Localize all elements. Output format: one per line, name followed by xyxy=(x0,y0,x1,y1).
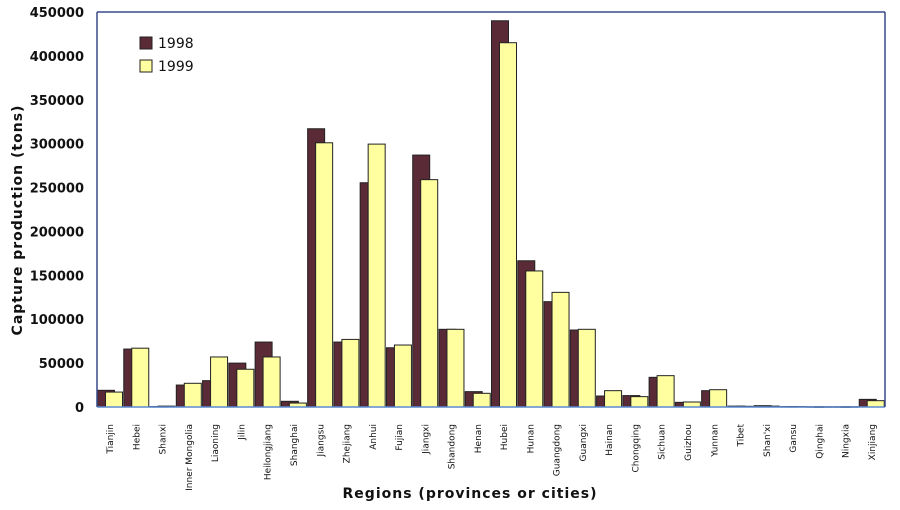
x-tick-label: Shanghai xyxy=(290,424,300,466)
bar-1999-fujian xyxy=(393,344,412,408)
bar-1999-jiangxi xyxy=(420,179,439,408)
x-tick-label: Qinghai xyxy=(815,424,825,459)
bar-1999-chongqing xyxy=(630,396,649,408)
x-tick-label: Liaoning xyxy=(211,424,221,462)
bar-1999-guangxi xyxy=(577,328,596,408)
x-tick-label: Guizhou xyxy=(684,424,694,461)
bar-1999-hebei xyxy=(131,347,150,408)
x-tick-label: Hainan xyxy=(605,424,615,456)
x-axis-title: Regions (provinces or cities) xyxy=(343,486,598,502)
bar-1999-jiangsu xyxy=(315,142,334,408)
x-tick-label: Jilin xyxy=(237,424,247,441)
y-axis-title: Capture production (tons) xyxy=(10,105,26,336)
y-tick-label: 350000 xyxy=(30,94,84,109)
x-tick-label: Tibet xyxy=(737,424,747,448)
bar-1999-heilongjiang xyxy=(262,356,281,408)
x-tick-label: Hebei xyxy=(132,424,142,450)
bar-1999-inner-mongolia xyxy=(183,382,202,408)
y-tick-label: 300000 xyxy=(30,138,84,153)
x-tick-label: Gansu xyxy=(789,424,799,453)
x-tick-label: Hubei xyxy=(500,424,510,450)
legend-swatch-1998 xyxy=(139,36,153,50)
x-tick-label: Inner Mongolia xyxy=(185,424,195,491)
bar-1999-hainan xyxy=(604,390,623,408)
x-tick-label: Heilongjiang xyxy=(264,424,274,480)
x-tick-label: Tianjin xyxy=(106,424,116,455)
legend-swatch-1999 xyxy=(139,59,153,73)
bar-1999-sichuan xyxy=(656,375,675,408)
bar-1999-guizhou xyxy=(682,401,701,408)
legend-label-1998: 1998 xyxy=(158,36,194,52)
x-tick-label: Zhejiang xyxy=(343,424,353,463)
y-tick-label: 150000 xyxy=(30,269,84,284)
y-tick-label: 50000 xyxy=(39,357,84,372)
y-tick-label: 250000 xyxy=(30,182,84,197)
x-tick-label: Guangxi xyxy=(579,424,589,461)
y-tick-label: 0 xyxy=(75,401,84,416)
x-tick-label: Guangdong xyxy=(553,424,563,476)
legend-label-1999: 1999 xyxy=(158,59,194,75)
x-tick-label: Shandong xyxy=(448,424,458,469)
x-tick-label: Xinjiang xyxy=(868,424,878,460)
bar-1999-shandong xyxy=(446,328,465,408)
x-tick-label: Henan xyxy=(474,424,484,453)
y-tick-label: 450000 xyxy=(30,6,84,21)
x-tick-label: Jiangsu xyxy=(316,424,326,457)
x-tick-label: Shan'xi xyxy=(763,424,773,457)
x-tick-label: Jiangxi xyxy=(421,424,431,455)
bar-1999-henan xyxy=(472,392,491,408)
bar-1999-xinjiang xyxy=(866,400,885,408)
x-tick-label: Sichuan xyxy=(658,424,668,460)
legend: 1998 1999 xyxy=(139,36,194,75)
x-tick-label: Fujian xyxy=(395,424,405,451)
bar-1999-liaoning xyxy=(210,356,229,408)
bar-1999-yunnan xyxy=(709,389,728,408)
x-tick-label: Anhui xyxy=(369,424,379,450)
y-tick-label: 100000 xyxy=(30,313,84,328)
bar-1999-anhui xyxy=(367,143,386,408)
x-tick-label: Chongqing xyxy=(631,424,641,473)
x-tick-label: Shanxi xyxy=(159,424,169,454)
bar-1999-hunan xyxy=(525,270,544,408)
x-tick-label: Hunan xyxy=(526,424,536,453)
bar-1999-tianjin xyxy=(105,391,123,408)
y-tick-label: 400000 xyxy=(30,50,84,65)
bar-1999-hubei xyxy=(499,42,517,408)
bar-1999-jilin xyxy=(236,368,255,408)
x-tick-label: Yunnan xyxy=(710,424,720,458)
bar-1999-zhejiang xyxy=(341,338,360,408)
x-tick-label: Ningxia xyxy=(842,424,852,458)
bar-1999-guangdong xyxy=(551,291,570,408)
y-tick-label: 200000 xyxy=(30,225,84,240)
